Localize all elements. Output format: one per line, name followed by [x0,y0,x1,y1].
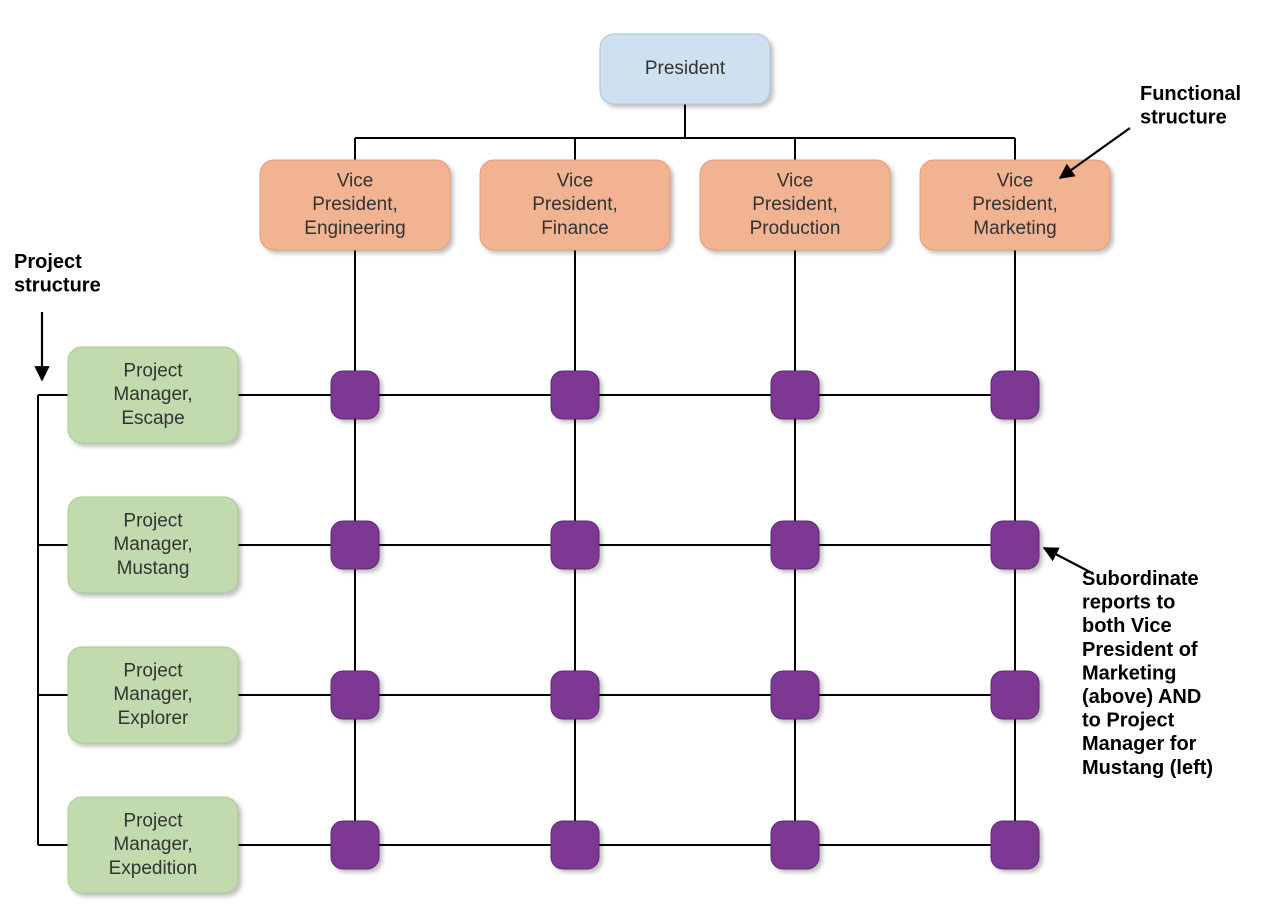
boxes: President VicePresident,Engineering VicePr… [68,34,1110,893]
vp-box-2: VicePresident,Production [700,160,890,250]
matrix-org-diagram: President VicePresident,Engineering VicePr… [0,0,1288,922]
president-box: President [600,34,770,104]
pm-box-3: ProjectManager,Expedition [68,797,238,893]
president-box-label: President [645,58,726,79]
matrix-node-r2-c1 [551,671,599,719]
matrix-node-r3-c0 [331,821,379,869]
pm-box-0: ProjectManager,Escape [68,347,238,443]
matrix-node-r1-c1 [551,521,599,569]
vp-box-0: VicePresident,Engineering [260,160,450,250]
pm-box-1-label: ProjectManager,Mustang [113,510,192,579]
matrix-node-r2-c2 [771,671,819,719]
matrix-node-r3-c3 [991,821,1039,869]
annotation-project: Projectstructure [14,251,101,297]
annotation-functional: Functionalstructure [1140,83,1241,129]
matrix-node-r0-c0 [331,371,379,419]
matrix-node-r1-c3 [991,521,1039,569]
matrix-node-r0-c2 [771,371,819,419]
matrix-node-r1-c0 [331,521,379,569]
matrix-node-r1-c2 [771,521,819,569]
matrix-node-r2-c3 [991,671,1039,719]
pm-box-1: ProjectManager,Mustang [68,497,238,593]
vp-box-1: VicePresident,Finance [480,160,670,250]
matrix-node-r0-c1 [551,371,599,419]
vp-box-3: VicePresident,Marketing [920,160,1110,250]
pm-box-0-label: ProjectManager,Escape [113,360,192,429]
annotation-subordinate-arrow [1044,548,1090,572]
matrix-node-r2-c0 [331,671,379,719]
matrix-node-r0-c3 [991,371,1039,419]
matrix-node-r3-c1 [551,821,599,869]
pm-box-2: ProjectManager,Explorer [68,647,238,743]
annotation-subordinate: Subordinatereports toboth VicePresident … [1082,568,1213,779]
pm-box-2-label: ProjectManager,Explorer [113,660,192,729]
matrix-node-r3-c2 [771,821,819,869]
